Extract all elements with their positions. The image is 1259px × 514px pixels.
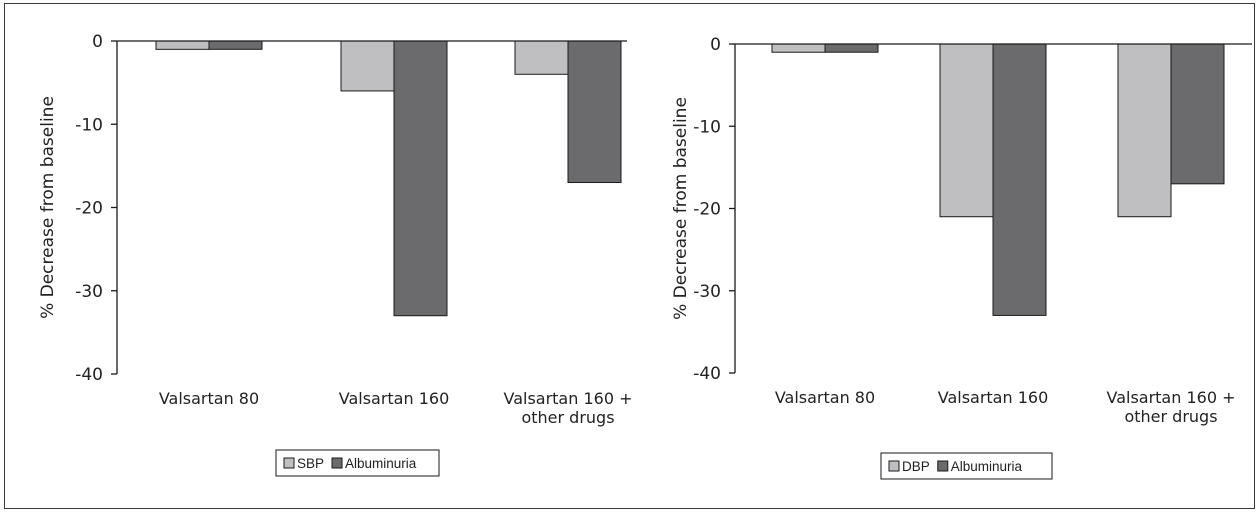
bar-dbp-2 — [939, 43, 994, 218]
bar-dbp-1 — [771, 43, 826, 53]
x-category-label: Valsartan 160 — [339, 389, 450, 408]
legend-box — [880, 452, 1053, 480]
x-category-label: Valsartan 80 — [775, 388, 875, 407]
legend-swatch-dbp — [888, 460, 900, 472]
bar-albuminuria-3 — [567, 40, 622, 184]
chart-svg-left: 0 -10 -20 -30 -40 Valsartan 80 Valsartan 160 Va… — [38, 32, 633, 477]
legend-swatch-sbp — [283, 457, 295, 469]
bar-albuminuria-1 — [208, 40, 263, 50]
y-tick-label: 0 — [710, 35, 721, 55]
bar-albuminuria-3 — [1170, 43, 1225, 185]
bar-sbp-2 — [340, 40, 395, 92]
bar-albuminuria-2 — [393, 40, 448, 317]
chart-sbp-albuminuria: 0 -10 -20 -30 -40 Valsartan 80 Valsartan 160 Va… — [5, 4, 635, 510]
bar-albuminuria-1 — [824, 43, 879, 53]
y-tick-label: -20 — [75, 199, 103, 219]
y-tick-label: -40 — [75, 365, 103, 385]
y-tick-label: -30 — [693, 282, 721, 302]
legend-label-dbp: DBP — [902, 459, 930, 474]
legend-box — [275, 449, 440, 477]
bar-dbp-3 — [1117, 43, 1172, 218]
y-tick-label: -30 — [75, 282, 103, 302]
x-category-label: Valsartan 160 + other drugs — [503, 389, 632, 427]
legend-label-albuminuria: Albuminuria — [951, 459, 1023, 474]
x-category-label: Valsartan 160 + other drugs — [1106, 388, 1235, 426]
y-tick-label: -10 — [75, 115, 103, 135]
legend-swatch-albuminuria — [937, 460, 949, 472]
legend-label-albuminuria: Albuminuria — [345, 456, 417, 471]
y-tick-label: 0 — [92, 32, 103, 52]
legend-swatch-albuminuria — [331, 457, 343, 469]
bar-albuminuria-2 — [992, 43, 1047, 316]
x-category-label: Valsartan 80 — [159, 389, 259, 408]
y-axis-title: % Decrease from baseline — [671, 97, 691, 320]
y-axis-title: % Decrease from baseline — [38, 96, 58, 319]
figure-frame: 0 -10 -20 -30 -40 Valsartan 80 Valsartan 160 Va… — [4, 3, 1255, 509]
chart-dbp-albuminuria: 0 -10 -20 -30 -40 Valsartan 80 Valsartan 160 Va… — [630, 4, 1259, 510]
legend-label-sbp: SBP — [297, 456, 324, 471]
bar-sbp-1 — [155, 40, 210, 50]
y-tick-label: -10 — [693, 117, 721, 137]
bar-sbp-3 — [514, 40, 569, 75]
y-tick-label: -40 — [693, 364, 721, 384]
chart-svg-right: 0 -10 -20 -30 -40 Valsartan 80 Valsartan 160 Va… — [671, 35, 1252, 480]
x-category-label: Valsartan 160 — [938, 388, 1049, 407]
y-tick-label: -20 — [693, 200, 721, 220]
